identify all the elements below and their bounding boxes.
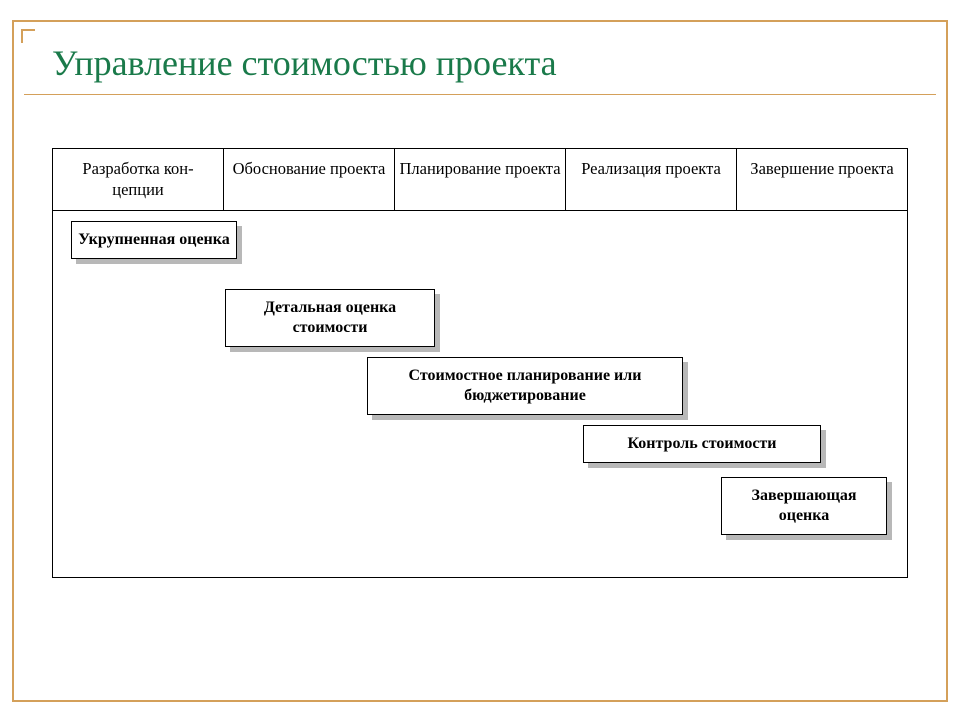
stage-label: Контроль стоимости bbox=[627, 435, 776, 452]
stage-box: Детальная оценка стоимости bbox=[225, 289, 435, 347]
diagram-container: Разработка кон-цепции Обоснование проект… bbox=[52, 148, 908, 578]
title-underline bbox=[24, 94, 936, 95]
stage-label: Завершающая оценка bbox=[752, 487, 857, 524]
stage-box: Завершающая оценка bbox=[721, 477, 887, 535]
stage-label: Укрупненная оценка bbox=[78, 231, 229, 248]
phase-header: Реализация проекта bbox=[566, 149, 737, 210]
phase-header: Обоснование проекта bbox=[224, 149, 395, 210]
stage-box: Укрупненная оценка bbox=[71, 221, 237, 259]
phase-header: Планирование проекта bbox=[395, 149, 566, 210]
slide-title: Управление стоимостью проекта bbox=[52, 42, 557, 84]
phase-header: Разработка кон-цепции bbox=[53, 149, 224, 210]
stage-area: Укрупненная оценка Детальная оценка стои… bbox=[53, 211, 907, 581]
phase-header-row: Разработка кон-цепции Обоснование проект… bbox=[53, 149, 907, 211]
stage-label: Стоимостное планирование или бюджетирова… bbox=[409, 367, 642, 404]
stage-box: Контроль стоимости bbox=[583, 425, 821, 463]
stage-label: Детальная оценка стоимости bbox=[264, 299, 396, 336]
phase-header: Завершение проекта bbox=[737, 149, 907, 210]
corner-mark-icon bbox=[21, 29, 35, 43]
stage-box: Стоимостное планирование или бюджетирова… bbox=[367, 357, 683, 415]
